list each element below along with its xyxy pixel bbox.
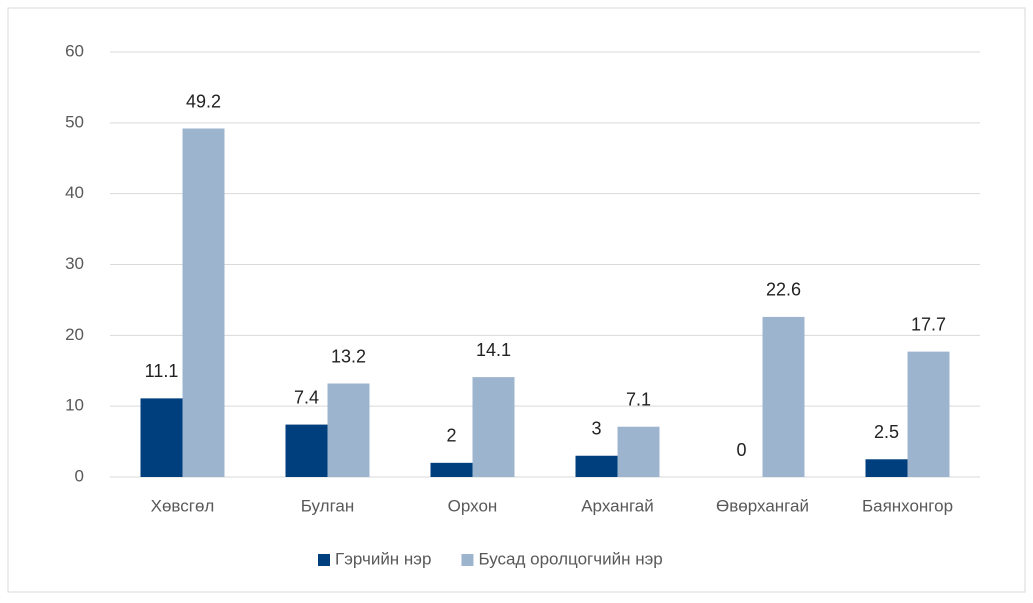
- x-tick-label: Хөвсгөл: [151, 496, 215, 515]
- y-tick-label: 50: [65, 112, 84, 131]
- data-label: 2: [446, 426, 456, 446]
- bar: [430, 462, 473, 477]
- bar: [285, 424, 328, 477]
- x-tick-label: Архангай: [581, 496, 654, 515]
- data-label: 22.6: [766, 280, 801, 300]
- bar: [327, 383, 370, 477]
- x-tick-label: Орхон: [448, 496, 498, 515]
- legend-swatch: [461, 554, 474, 566]
- bar: [182, 128, 225, 477]
- y-tick-label: 30: [65, 254, 84, 273]
- data-label: 14.1: [476, 340, 511, 360]
- bar: [617, 426, 660, 477]
- data-label: 2.5: [874, 422, 899, 442]
- bar: [472, 377, 515, 477]
- data-label: 7.4: [294, 387, 319, 407]
- data-label: 3: [591, 419, 601, 439]
- data-label: 7.1: [626, 389, 651, 409]
- bar: [762, 316, 805, 477]
- data-label: 13.2: [331, 346, 366, 366]
- chart-border: [7, 7, 1026, 593]
- y-tick-label: 20: [65, 325, 84, 344]
- bar: [907, 351, 950, 477]
- bar: [575, 455, 618, 477]
- y-tick-label: 60: [65, 41, 84, 60]
- data-label: 0: [736, 440, 746, 460]
- legend-label: Бусад оролцогчийн нэр: [478, 549, 662, 568]
- y-tick-label: 40: [65, 183, 84, 202]
- y-tick-label: 0: [75, 466, 84, 485]
- x-tick-label: Баянхонгор: [862, 496, 953, 515]
- x-tick-label: Булган: [301, 496, 355, 515]
- y-tick-label: 10: [65, 396, 84, 415]
- bar: [140, 398, 183, 477]
- data-label: 49.2: [186, 91, 221, 111]
- data-label: 17.7: [911, 314, 946, 334]
- data-label: 11.1: [145, 361, 179, 381]
- bar: [865, 459, 908, 477]
- legend-swatch: [318, 554, 330, 566]
- x-tick-label: Өвөрхангай: [716, 496, 809, 515]
- legend-label: Гэрчийн нэр: [335, 549, 431, 568]
